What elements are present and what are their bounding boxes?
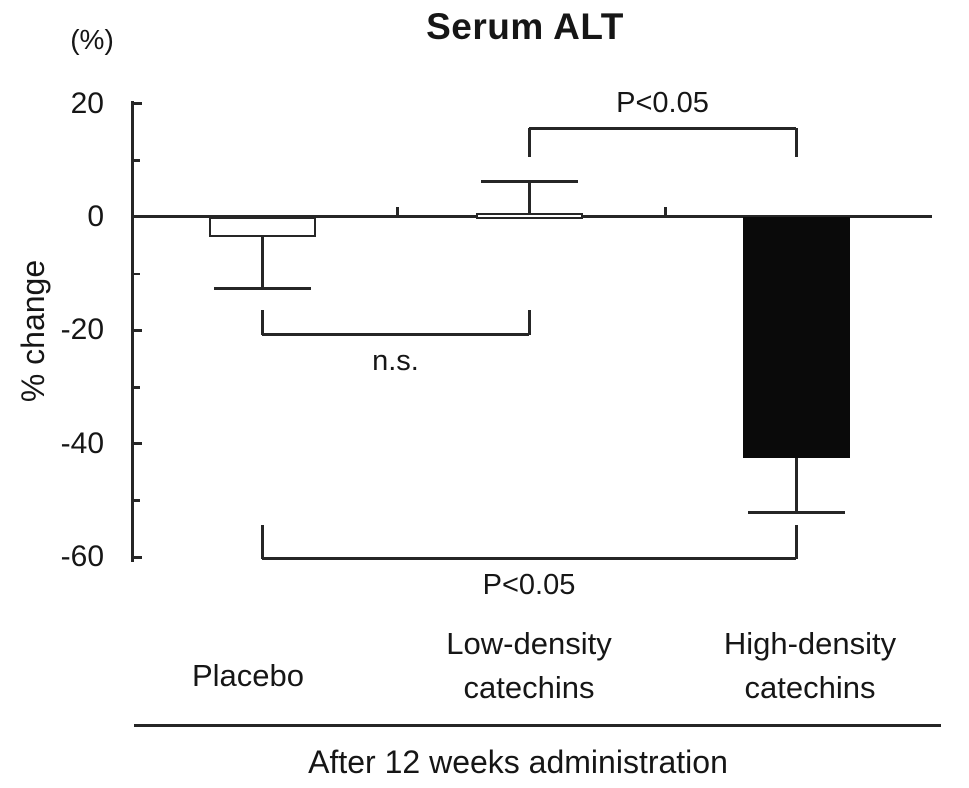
- y-tick-mark: [131, 102, 142, 106]
- significance-bracket-leg: [260, 309, 264, 335]
- category-label-high-density-catechins: High-density catechins: [723, 626, 897, 705]
- significance-label: P<0.05: [482, 568, 576, 601]
- y-tick-label: 20: [70, 86, 104, 120]
- error-bar-line: [794, 457, 798, 513]
- error-bar-cap: [213, 287, 311, 291]
- x-axis-tick-mark: [664, 207, 667, 217]
- significance-bracket-leg: [794, 524, 798, 559]
- significance-bracket-bar: [529, 126, 796, 130]
- error-bar-line: [260, 236, 264, 289]
- y-tick-label: -40: [60, 426, 104, 460]
- bar-low-density-catechins: [475, 213, 583, 219]
- significance-bracket-leg: [260, 524, 264, 559]
- y-minor-tick-mark: [131, 499, 140, 502]
- significance-label: P<0.05: [616, 87, 709, 120]
- y-axis-unit-label: (%): [70, 24, 114, 55]
- chart-title: Serum ALT: [426, 6, 624, 47]
- footer-caption: After 12 weeks administration: [308, 744, 728, 780]
- y-tick-mark: [131, 328, 142, 332]
- y-tick-mark: [131, 442, 142, 446]
- category-label-low-density-catechins: Low-density catechins: [446, 626, 612, 705]
- significance-bracket-bar: [262, 557, 796, 561]
- y-tick-label: -60: [60, 540, 104, 573]
- significance-bracket-leg: [794, 128, 798, 158]
- significance-label: n.s.: [372, 344, 419, 377]
- bar-high-density-catechins: [742, 217, 850, 458]
- x-axis-tick-mark: [396, 207, 399, 217]
- y-minor-tick-mark: [131, 272, 140, 276]
- y-minor-tick-mark: [131, 159, 140, 162]
- error-bar-line: [527, 181, 531, 214]
- significance-bracket-leg: [527, 309, 531, 335]
- significance-bracket-leg: [527, 128, 531, 158]
- y-tick-label: -20: [60, 313, 104, 347]
- error-bar-cap: [747, 511, 845, 515]
- y-tick-label: 0: [87, 200, 104, 233]
- category-label-placebo: Placebo: [191, 658, 305, 693]
- error-bar-cap: [480, 180, 578, 184]
- bar-placebo: [208, 217, 316, 237]
- significance-bracket-bar: [262, 333, 529, 337]
- y-minor-tick-mark: [131, 386, 140, 389]
- footer-divider-line: [134, 724, 941, 727]
- y-tick-mark: [131, 555, 142, 559]
